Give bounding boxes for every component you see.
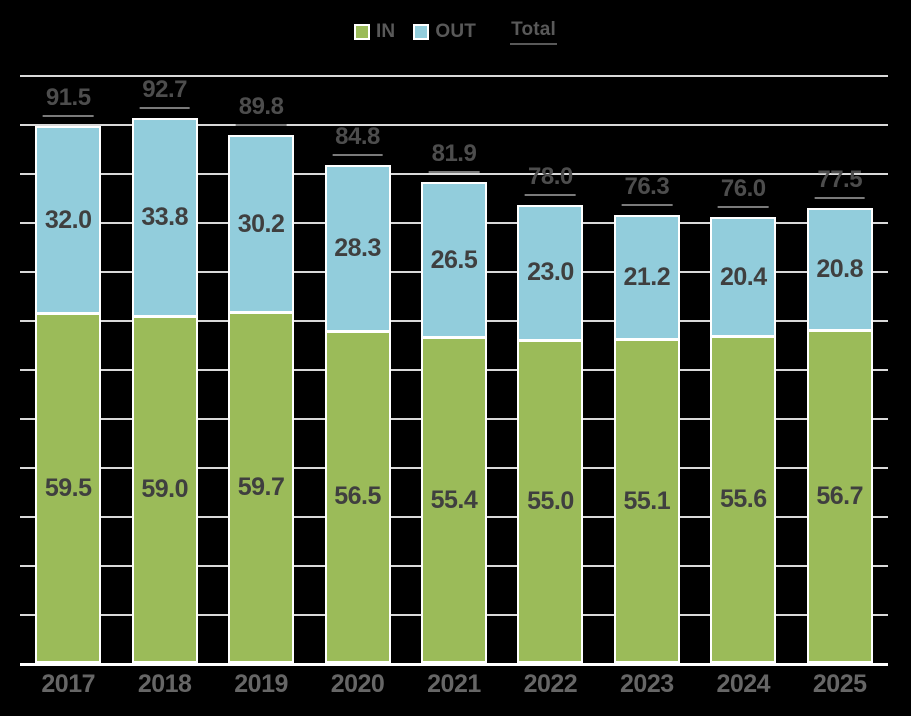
total-label: 76.0 xyxy=(717,175,769,209)
out-segment: 20.8 xyxy=(806,208,873,331)
bar-group-2024: 76.0 20.4 55.6 xyxy=(695,75,791,663)
out-segment: 30.2 xyxy=(228,135,295,313)
out-value-label: 21.2 xyxy=(623,263,671,292)
in-value-label: 59.7 xyxy=(237,472,285,501)
out-segment: 28.3 xyxy=(324,165,391,332)
in-segment: 55.6 xyxy=(710,336,777,663)
stacked-bar: 81.9 26.5 55.4 xyxy=(420,140,487,663)
gridline xyxy=(20,173,888,175)
bar-group-2020: 84.8 28.3 56.5 xyxy=(309,75,405,663)
out-segment: 26.5 xyxy=(420,182,487,339)
bar-group-2023: 76.3 21.2 55.1 xyxy=(599,75,695,663)
stacked-bar: 76.3 21.2 55.1 xyxy=(613,173,680,663)
in-value-label: 56.7 xyxy=(816,481,864,510)
out-value-label: 28.3 xyxy=(334,234,381,263)
total-label: 91.5 xyxy=(42,84,94,117)
in-segment: 56.5 xyxy=(324,330,391,663)
legend-label-total: Total xyxy=(510,19,558,45)
bar-group-2025: 77.5 20.8 56.7 xyxy=(792,75,888,663)
x-axis-label: 2017 xyxy=(41,670,96,698)
out-segment: 23.0 xyxy=(517,205,584,341)
bar-group-2018: 92.7 33.8 59.0 xyxy=(116,75,212,663)
in-segment: 55.4 xyxy=(420,337,487,663)
total-label: 78.0 xyxy=(525,163,576,197)
in-value-label: 55.1 xyxy=(623,486,671,515)
total-label: 77.5 xyxy=(814,166,866,200)
stacked-bar: 76.0 20.4 55.6 xyxy=(710,175,777,663)
total-label: 84.8 xyxy=(332,123,383,157)
out-value-label: 33.8 xyxy=(141,203,188,232)
x-axis-label: 2021 xyxy=(427,670,481,698)
bar-group-2021: 81.9 26.5 55.4 xyxy=(406,75,502,663)
total-label: 92.7 xyxy=(139,76,191,110)
x-axis-label: 2018 xyxy=(137,670,192,698)
in-segment: 55.1 xyxy=(613,339,680,663)
in-value-label: 56.5 xyxy=(334,482,381,511)
x-axis-label: 2024 xyxy=(716,670,771,698)
stacked-bar: 77.5 20.8 56.7 xyxy=(806,166,873,663)
in-segment: 56.7 xyxy=(806,329,873,663)
plot-area: 91.5 32.0 59.5 92.7 33.8 59.0 89.8 30.2 59.7 84.8… xyxy=(20,75,888,666)
total-label: 76.3 xyxy=(621,173,673,207)
bar-group-2017: 91.5 32.0 59.5 xyxy=(20,75,116,663)
x-axis-label: 2022 xyxy=(523,670,578,698)
in-value-label: 59.0 xyxy=(141,475,188,504)
out-segment: 32.0 xyxy=(35,125,102,315)
gridline xyxy=(20,124,888,126)
legend-item-out: OUT xyxy=(413,21,476,43)
out-segment: 20.4 xyxy=(710,217,777,338)
x-axis-label: 2025 xyxy=(812,670,867,698)
out-value-label: 20.8 xyxy=(816,254,864,283)
out-value-label: 30.2 xyxy=(237,209,285,238)
x-axis-label: 2023 xyxy=(620,670,674,698)
legend-label-in: IN xyxy=(375,21,396,42)
stacked-bar: 92.7 33.8 59.0 xyxy=(131,76,198,663)
out-segment: 21.2 xyxy=(613,215,680,340)
in-value-label: 55.4 xyxy=(430,485,478,514)
stacked-bar: 91.5 32.0 59.5 xyxy=(35,84,102,663)
legend-label-out: OUT xyxy=(435,21,477,42)
in-segment: 55.0 xyxy=(517,339,584,663)
total-label: 81.9 xyxy=(428,140,480,174)
out-value-label: 32.0 xyxy=(44,205,92,234)
out-value-label: 23.0 xyxy=(527,258,574,287)
x-axis-label: 2020 xyxy=(330,670,385,698)
in-segment: 59.0 xyxy=(131,316,198,663)
total-label: 89.8 xyxy=(235,93,287,127)
legend-item-in: IN xyxy=(353,21,396,43)
gridline xyxy=(20,75,888,77)
x-axis-label: 2019 xyxy=(234,670,288,698)
out-value-label: 26.5 xyxy=(430,245,478,274)
in-value-label: 59.5 xyxy=(44,473,92,502)
stacked-bar: 89.8 30.2 59.7 xyxy=(228,93,295,663)
in-segment: 59.7 xyxy=(228,311,295,663)
in-series-swatch-icon xyxy=(353,24,370,40)
x-axis: 2017 2018 2019 2020 2021 2022 2023 2024 2025 xyxy=(20,670,888,699)
stacked-bar: 84.8 28.3 56.5 xyxy=(324,123,391,663)
legend-item-total: Total xyxy=(510,19,558,45)
chart-legend: IN OUT Total xyxy=(0,19,911,45)
out-segment: 33.8 xyxy=(131,118,198,318)
bars-layer: 91.5 32.0 59.5 92.7 33.8 59.0 89.8 30.2 59.7 84.8… xyxy=(20,75,888,663)
out-value-label: 20.4 xyxy=(719,262,767,291)
in-value-label: 55.6 xyxy=(719,485,767,514)
bar-group-2022: 78.0 23.0 55.0 xyxy=(502,75,598,663)
in-segment: 59.5 xyxy=(35,313,102,663)
out-series-swatch-icon xyxy=(413,24,430,40)
in-value-label: 55.0 xyxy=(527,486,574,515)
bar-group-2019: 89.8 30.2 59.7 xyxy=(213,75,309,663)
stacked-bar: 78.0 23.0 55.0 xyxy=(517,163,584,663)
